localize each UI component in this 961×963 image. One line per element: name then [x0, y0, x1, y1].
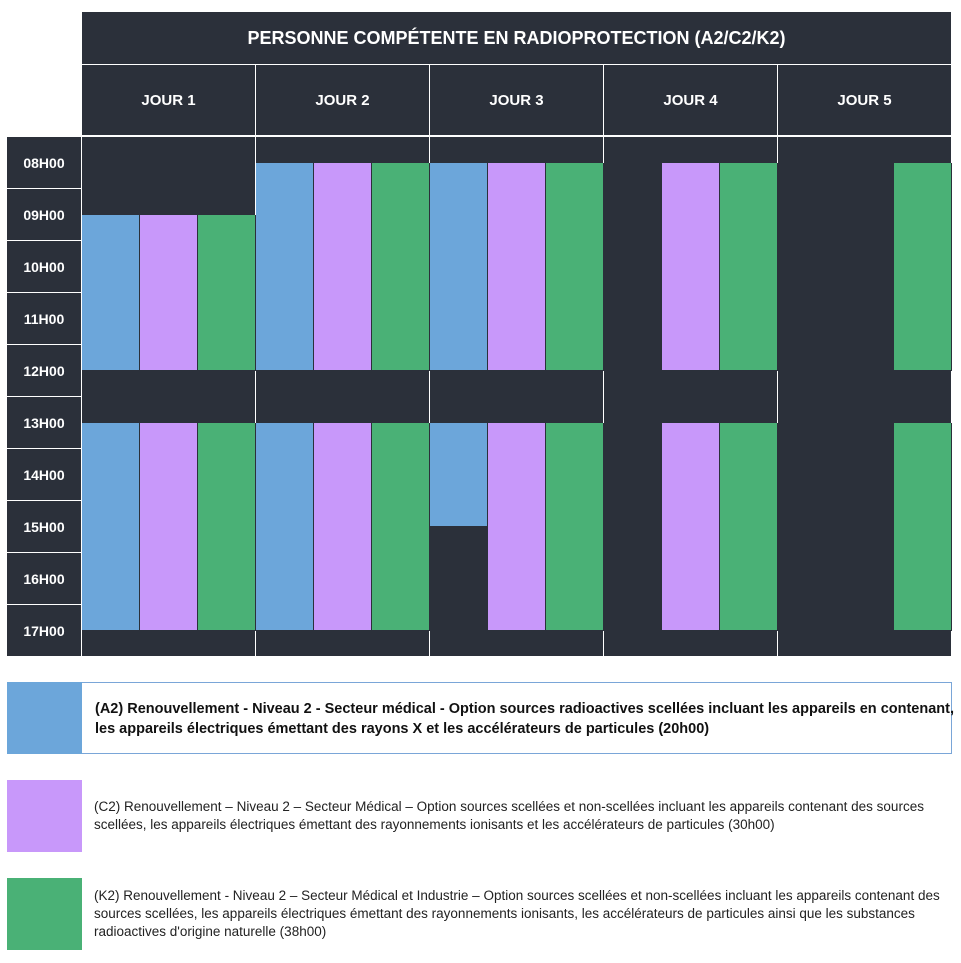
- session-block-k2: [546, 163, 604, 371]
- hour-label: 09H00: [7, 189, 81, 240]
- legend-swatch-a2: [7, 682, 82, 754]
- hour-label: 08H00: [7, 137, 81, 188]
- session-block-k2: [720, 423, 778, 631]
- page-title: PERSONNE COMPÉTENTE EN RADIOPROTECTION (…: [82, 12, 951, 64]
- legend-item-a2: (A2) Renouvellement - Niveau 2 - Secteur…: [7, 682, 955, 754]
- session-block-k2: [198, 215, 256, 371]
- legend-item-c2: (C2) Renouvellement – Niveau 2 – Secteur…: [7, 780, 952, 852]
- hour-label: 14H00: [7, 449, 81, 500]
- session-block-c2: [314, 423, 372, 631]
- session-block-k2: [894, 163, 952, 371]
- session-block-a2: [82, 215, 140, 371]
- session-block-a2: [256, 423, 314, 631]
- hour-label: 12H00: [7, 345, 81, 396]
- legend-swatch-k2: [7, 878, 82, 950]
- hour-label: 17H00: [7, 605, 81, 656]
- session-block-c2: [488, 163, 546, 371]
- day-header-3: JOUR 3: [430, 65, 603, 135]
- session-block-k2: [894, 423, 952, 631]
- legend-text-c2: (C2) Renouvellement – Niveau 2 – Secteur…: [94, 799, 924, 832]
- legend-swatch-c2: [7, 780, 82, 852]
- session-block-a2: [256, 163, 314, 371]
- day-header-5: JOUR 5: [778, 65, 951, 135]
- day-header-4: JOUR 4: [604, 65, 777, 135]
- session-block-a2: [82, 423, 140, 631]
- hour-label: 15H00: [7, 501, 81, 552]
- legend-text-a2: (A2) Renouvellement - Niveau 2 - Secteur…: [95, 701, 955, 737]
- session-block-k2: [372, 163, 430, 371]
- hour-label: 13H00: [7, 397, 81, 448]
- session-block-c2: [662, 163, 720, 371]
- session-block-k2: [720, 163, 778, 371]
- session-block-k2: [198, 423, 256, 631]
- legend-item-k2: (K2) Renouvellement - Niveau 2 – Secteur…: [7, 878, 952, 950]
- hour-label: 16H00: [7, 553, 81, 604]
- hour-label: 11H00: [7, 293, 81, 344]
- session-block-c2: [488, 423, 546, 631]
- session-block-a2: [430, 423, 488, 527]
- session-block-c2: [314, 163, 372, 371]
- hour-label: 10H00: [7, 241, 81, 292]
- day-header-2: JOUR 2: [256, 65, 429, 135]
- session-block-c2: [140, 215, 198, 371]
- day-header-1: JOUR 1: [82, 65, 255, 135]
- legend-text-k2: (K2) Renouvellement - Niveau 2 – Secteur…: [94, 888, 940, 939]
- session-block-k2: [372, 423, 430, 631]
- session-block-c2: [662, 423, 720, 631]
- session-block-c2: [140, 423, 198, 631]
- session-block-k2: [546, 423, 604, 631]
- session-block-a2: [430, 163, 488, 371]
